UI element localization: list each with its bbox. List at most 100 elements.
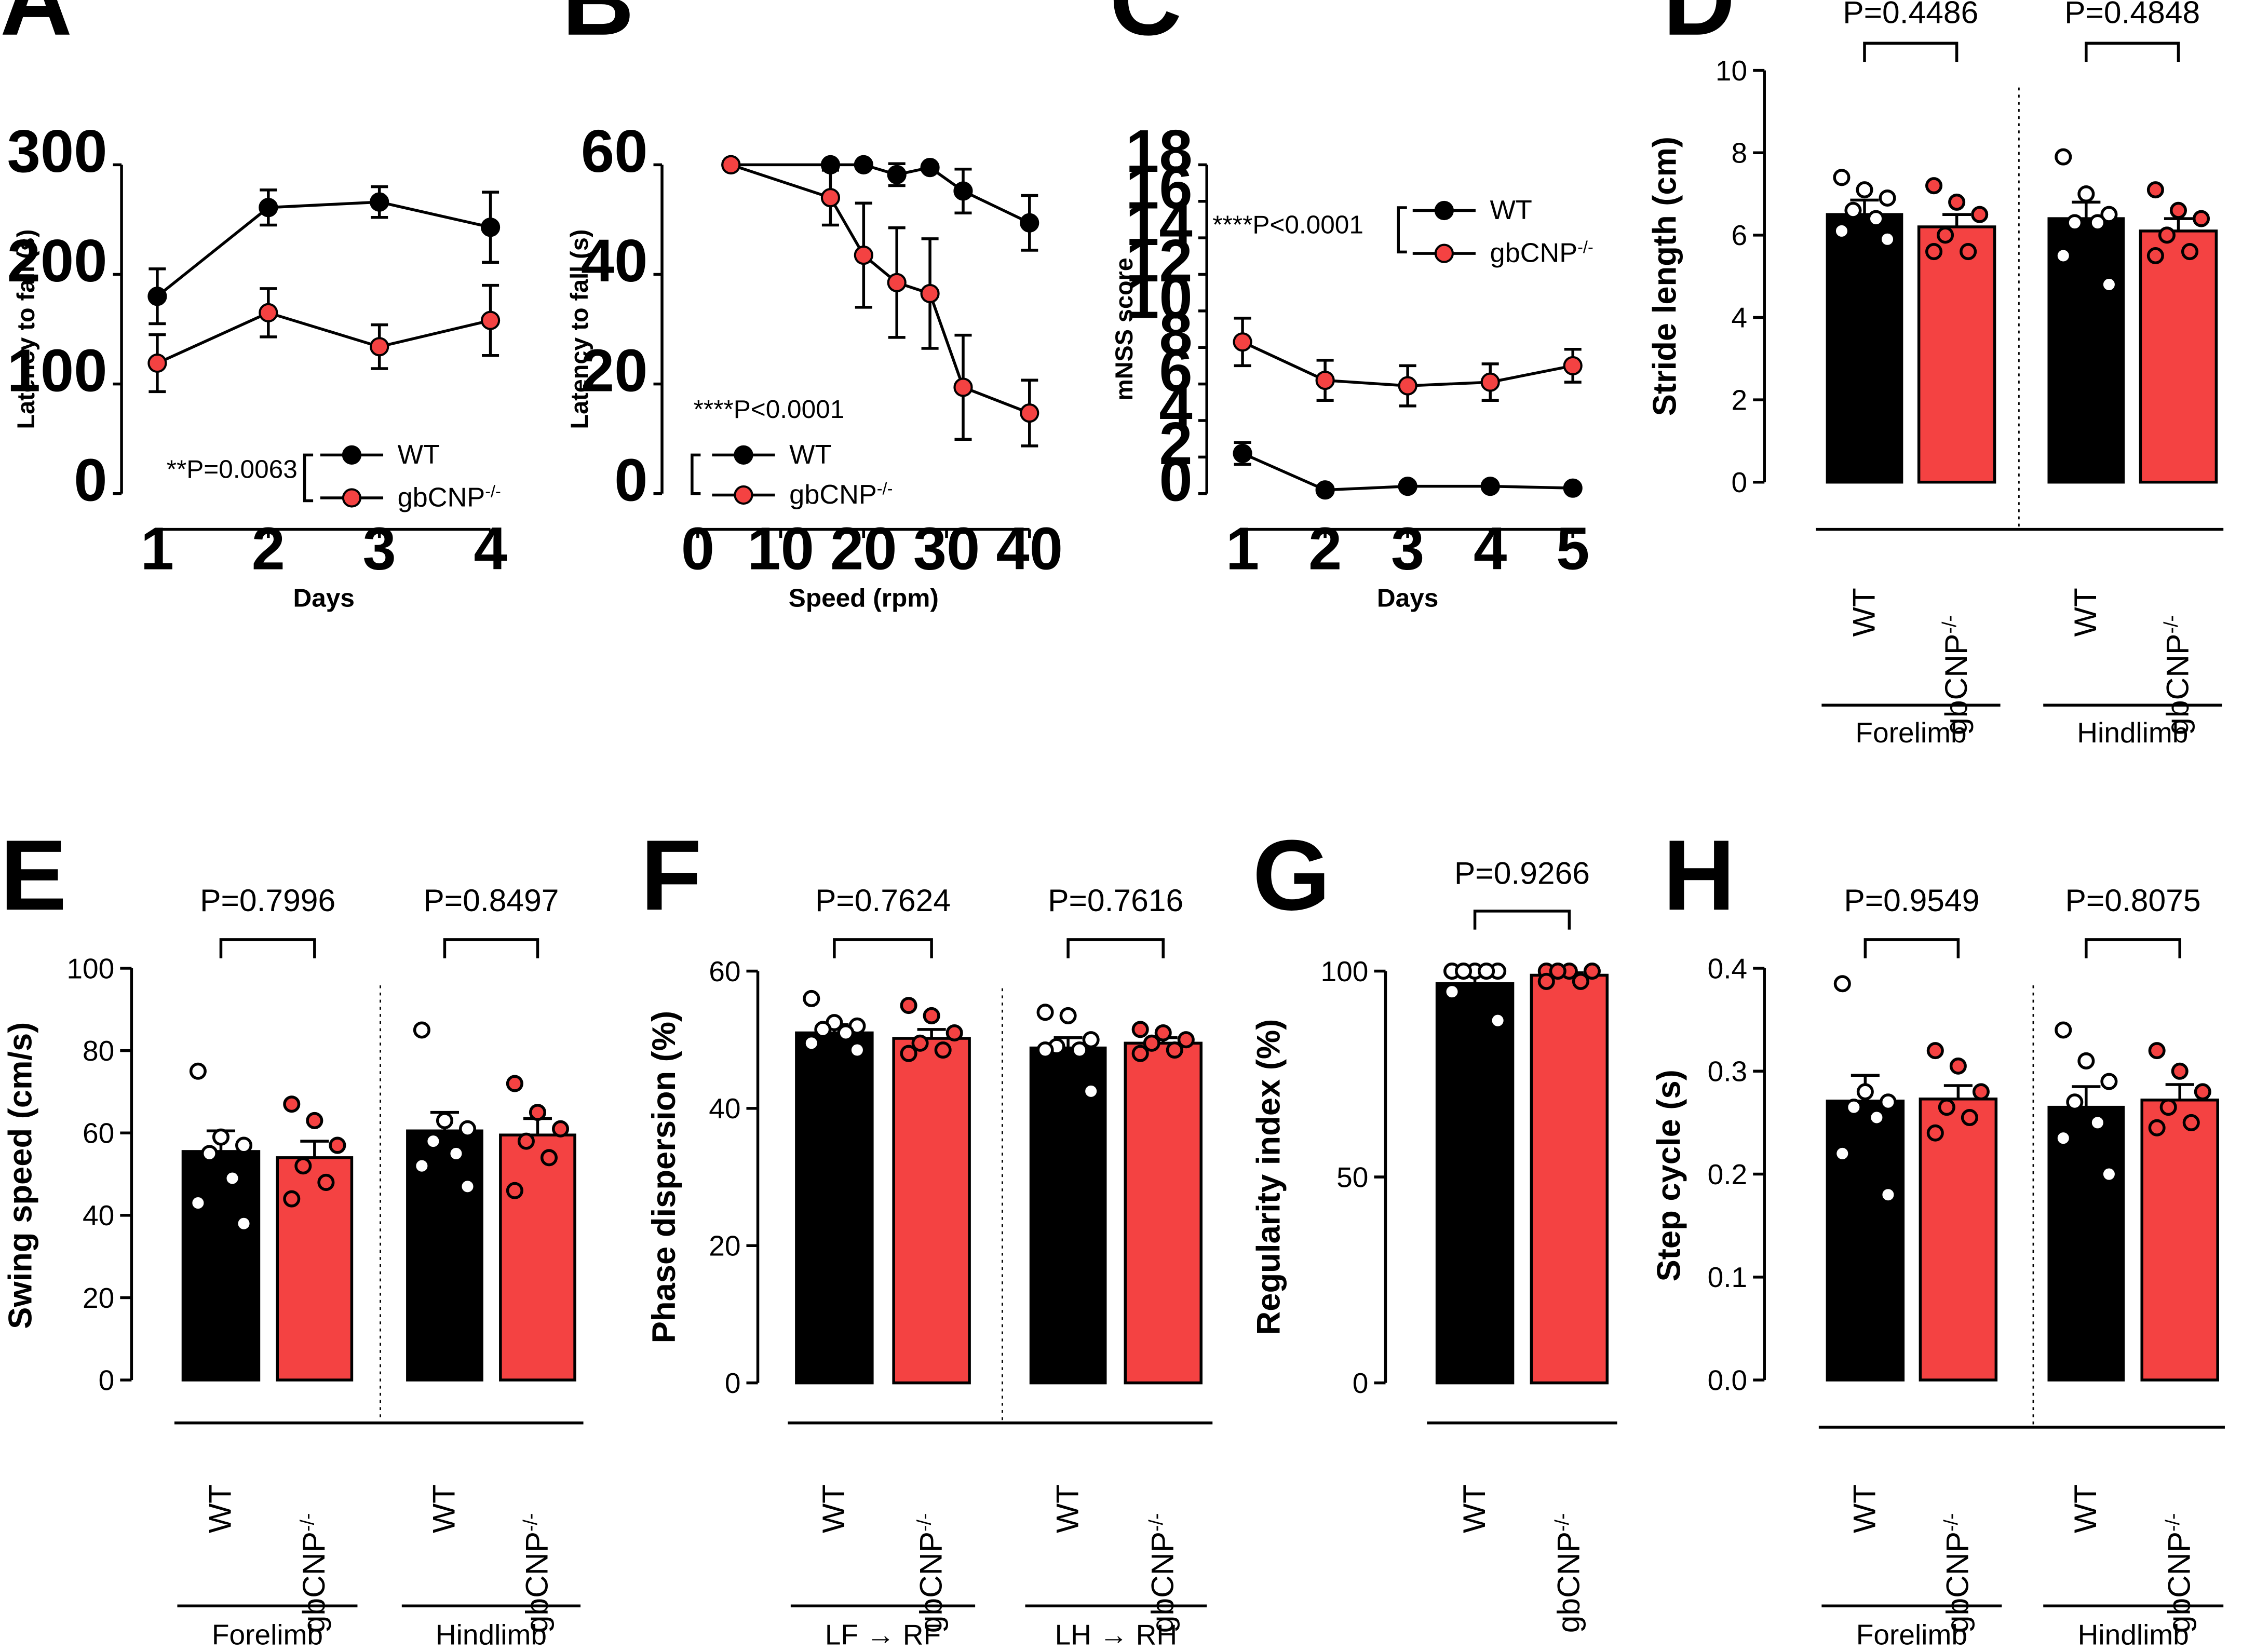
data-point-ko: [1961, 1108, 1978, 1127]
data-point-wt: [189, 1062, 207, 1080]
data-point-wt: [1398, 477, 1417, 496]
y-tick-label: 40: [709, 1092, 740, 1125]
panel-label: E: [0, 819, 67, 931]
bar-wt: [795, 1031, 874, 1385]
data-point-wt: [1082, 1031, 1100, 1049]
data-point-wt: [458, 1177, 477, 1195]
significance-bracket: [1066, 938, 1165, 958]
group-label: Forelimb: [1856, 1619, 1967, 1651]
data-point-wt: [1020, 213, 1039, 233]
group-label: Hindlimb: [436, 1619, 547, 1651]
data-point-ko: [1143, 1034, 1160, 1052]
category-label-ko: gbCNP-/-: [1145, 1513, 1180, 1633]
y-tick-label: 60: [83, 1117, 114, 1149]
group-label: LH → RH: [1055, 1619, 1178, 1651]
y-axis-title: Step cycle (s): [1651, 1069, 1687, 1281]
x-tick-label: 1: [1226, 515, 1259, 583]
x-tick-label: 0: [681, 515, 714, 583]
significance-bracket: [833, 938, 933, 958]
data-point-wt: [1833, 1145, 1851, 1162]
data-point-wt: [1879, 1186, 1897, 1203]
data-point-ko: [1166, 1041, 1183, 1059]
category-label-ko: gbCNP-/-: [296, 1513, 331, 1633]
data-point-wt: [436, 1112, 453, 1129]
data-point-wt: [953, 181, 973, 201]
data-point-ko: [854, 245, 873, 265]
data-point-ko: [2181, 243, 2199, 261]
data-point-ko: [1572, 972, 1589, 990]
data-point-wt: [2089, 214, 2106, 232]
y-tick-label: 100: [7, 336, 107, 404]
p-value-label: P=0.4848: [2064, 0, 2200, 30]
bar-ko: [1530, 973, 1609, 1385]
data-point-ko: [540, 1149, 558, 1167]
data-point-wt: [1879, 1093, 1897, 1111]
data-point-wt: [2077, 185, 2095, 203]
data-point-ko: [147, 353, 167, 373]
panel-h: H 0.0 0.1 0.2 0.3 0.4 Step cycle (s) WT gbCNP-/-…: [1651, 819, 2225, 1651]
data-point-ko: [551, 1120, 570, 1138]
y-tick-label: 20: [581, 336, 648, 404]
y-tick-label: 20: [709, 1230, 740, 1262]
data-point-ko: [1315, 370, 1335, 390]
y-tick-label: 14: [1126, 191, 1193, 258]
legend-label-ko: gbCNP-/-: [398, 482, 501, 513]
data-point-wt: [814, 1021, 832, 1038]
data-point-wt: [235, 1215, 253, 1233]
data-point-wt: [803, 1034, 820, 1052]
y-tick-label: 4: [1732, 302, 1748, 334]
data-point-wt: [1036, 1041, 1054, 1059]
bar-ko: [1919, 1098, 1998, 1382]
data-point-wt: [424, 1132, 442, 1150]
significance-bracket: [219, 938, 316, 958]
x-tick-label: 10: [747, 515, 814, 583]
data-point-wt: [1071, 1041, 1088, 1059]
data-point-wt: [2055, 1129, 2072, 1147]
data-point-wt: [2055, 1021, 2072, 1039]
bar-ko: [2139, 229, 2218, 484]
significance-bracket: [2085, 42, 2180, 62]
data-point-ko: [1480, 372, 1500, 392]
y-tick-label: 0: [1353, 1367, 1369, 1399]
y-tick-label: 0.3: [1708, 1055, 1748, 1088]
data-point-ko: [306, 1112, 323, 1129]
data-point-ko: [2159, 1099, 2177, 1116]
data-point-wt: [2066, 1093, 2084, 1111]
data-point-wt: [2100, 276, 2118, 293]
data-point-wt: [1856, 1083, 1874, 1101]
y-tick-label: 200: [7, 227, 107, 294]
bar-ko: [499, 1133, 576, 1382]
x-tick-label: 5: [1556, 515, 1589, 583]
legend-bracket: [303, 453, 314, 503]
y-tick-label: 8: [1732, 137, 1748, 169]
series-line-wt: [156, 200, 491, 297]
category-label-wt: WT: [2068, 1484, 2103, 1533]
data-point-wt: [887, 165, 907, 184]
y-axis-title: mNSS score: [1111, 258, 1138, 401]
data-point-wt: [370, 192, 389, 212]
data-point-ko: [370, 337, 389, 357]
data-point-ko: [1177, 1031, 1195, 1049]
x-axis-title: Days: [1377, 583, 1438, 612]
p-value-label: P=0.7616: [1048, 883, 1183, 918]
category-label-ko: gbCNP-/-: [519, 1513, 555, 1633]
legend-label-ko: gbCNP-/-: [1490, 238, 1593, 268]
y-tick-label: 0.2: [1708, 1158, 1748, 1190]
data-point-ko: [1131, 1021, 1149, 1038]
data-point-wt: [1563, 478, 1583, 498]
x-tick-label: 1: [141, 515, 174, 583]
data-point-ko: [1938, 1099, 1955, 1116]
data-point-wt: [458, 1120, 477, 1138]
y-axis-title: Phase dispersion (%): [646, 1011, 682, 1344]
y-tick-label: 12: [1126, 227, 1193, 294]
x-tick-label: 2: [252, 515, 285, 583]
significance-bracket: [1863, 938, 1960, 958]
p-value-label: P=0.9266: [1454, 856, 1590, 891]
panel-label: G: [1252, 819, 1330, 931]
data-point-wt: [1833, 975, 1851, 993]
data-point-wt: [212, 1128, 229, 1146]
x-tick-label: 2: [1308, 515, 1342, 583]
bar-wt: [1826, 1100, 1905, 1382]
p-value-label: P=0.7624: [815, 883, 951, 918]
